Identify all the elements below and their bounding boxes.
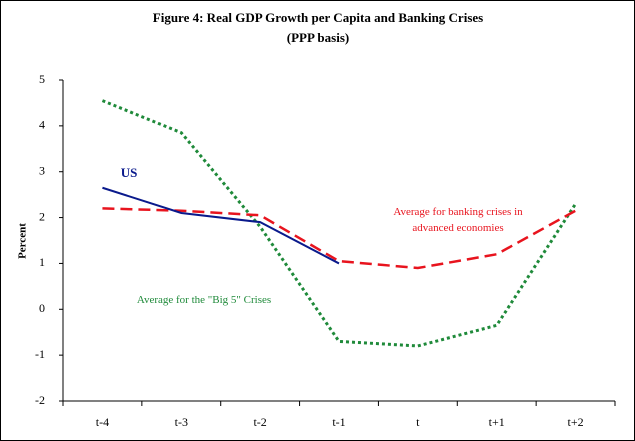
series-label: US bbox=[120, 165, 138, 180]
x-tick-label: t-3 bbox=[175, 415, 188, 429]
line-series bbox=[102, 207, 577, 270]
y-tick-label: 5 bbox=[39, 72, 45, 86]
y-tick-label: -1 bbox=[35, 347, 45, 361]
chart-title: Figure 4: Real GDP Growth per Capita and… bbox=[153, 10, 483, 25]
chart-subtitle: (PPP basis) bbox=[287, 30, 349, 45]
y-tick-label: 2 bbox=[39, 209, 45, 223]
x-tick-label: t+1 bbox=[489, 415, 505, 429]
x-tick-label: t-2 bbox=[253, 415, 266, 429]
y-axis-label: Percent bbox=[17, 223, 29, 259]
y-tick-label: 3 bbox=[39, 163, 45, 177]
y-tick-label: -2 bbox=[35, 393, 45, 407]
series-label: Average for banking crises in advanced e… bbox=[393, 206, 523, 234]
line-series bbox=[102, 186, 340, 265]
y-tick-label: 4 bbox=[39, 118, 45, 132]
line-series bbox=[101, 99, 577, 348]
series-label: Average for the "Big 5" Crises bbox=[136, 294, 272, 306]
x-tick-label: t-1 bbox=[332, 415, 345, 429]
x-tick-label: t-4 bbox=[96, 415, 109, 429]
x-tick-label: t bbox=[416, 415, 420, 429]
y-tick-label: 1 bbox=[39, 255, 45, 269]
y-tick-label: 0 bbox=[39, 301, 45, 315]
x-tick-label: t+2 bbox=[568, 415, 584, 429]
